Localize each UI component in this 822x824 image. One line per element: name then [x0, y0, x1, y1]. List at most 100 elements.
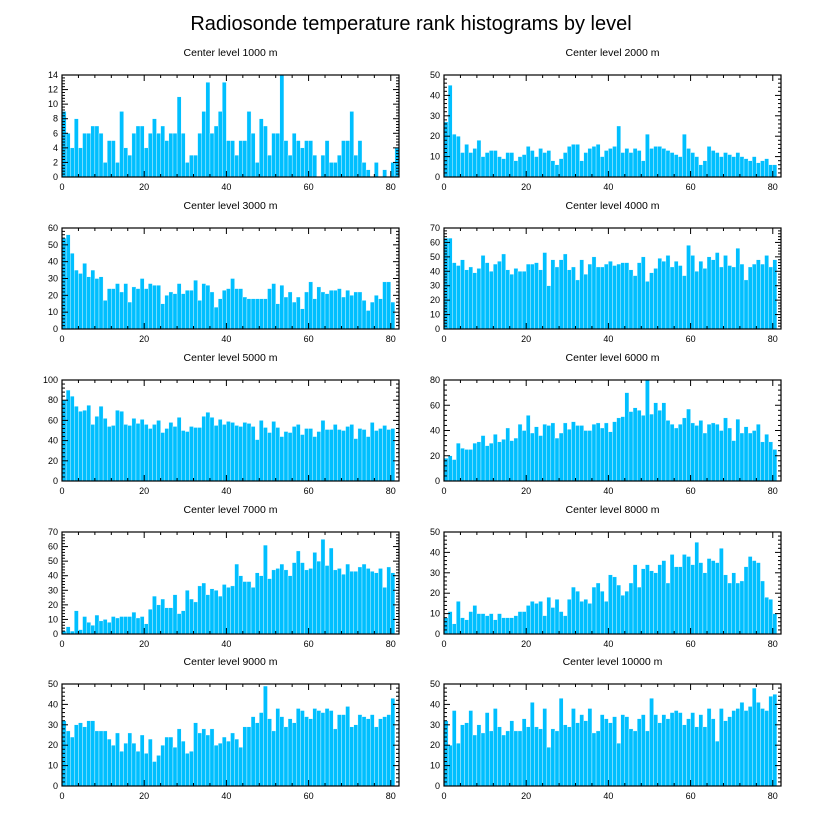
histogram-bar [694, 425, 699, 482]
histogram-bar [702, 432, 708, 482]
histogram-bar [287, 291, 293, 330]
histogram-bar [657, 146, 662, 178]
histogram-bar [669, 266, 675, 330]
histogram-bar [148, 133, 153, 178]
histogram-bar [181, 740, 186, 787]
histogram-bar [70, 395, 75, 482]
histogram-bar [308, 428, 313, 482]
histogram-bar [144, 623, 149, 635]
histogram-bar [238, 426, 244, 482]
histogram-bar [628, 269, 634, 330]
histogram-bar [300, 434, 305, 482]
histogram-bar [575, 722, 580, 787]
histogram-bar [213, 590, 219, 635]
histogram-bar [747, 266, 753, 330]
histogram-bar [530, 702, 535, 787]
histogram-bar [193, 280, 198, 330]
x-tick-label: 60 [304, 334, 314, 344]
histogram-bar [710, 150, 716, 178]
y-tick-label: 30 [48, 720, 58, 730]
y-tick-label: 6 [53, 128, 58, 138]
histogram-bar [70, 147, 75, 178]
histogram-bar [168, 133, 174, 178]
histogram-bar [768, 266, 773, 330]
histogram-bar [127, 425, 133, 482]
histogram-bar [74, 406, 79, 482]
histogram-bar [349, 726, 354, 787]
x-tick-label: 80 [386, 639, 396, 649]
histogram-bar [287, 154, 293, 178]
histogram-bar [673, 261, 679, 330]
histogram-bar [612, 716, 617, 787]
x-tick-label: 20 [139, 639, 149, 649]
histogram-bar [550, 160, 556, 178]
histogram-bar [583, 720, 589, 787]
histogram-bar [497, 261, 502, 330]
panel-title: Center level 6000 m [566, 352, 660, 364]
histogram-bar [563, 724, 568, 787]
histogram-bar [706, 256, 712, 330]
histogram-bar [653, 402, 658, 482]
histogram-bar [217, 298, 223, 330]
histogram-bar [226, 587, 231, 635]
histogram-bar [279, 436, 285, 482]
histogram-bar [456, 601, 461, 635]
y-tick-label: 30 [430, 720, 440, 730]
histogram-bar [168, 607, 174, 635]
histogram-bar [480, 732, 486, 787]
histogram-bar [583, 273, 589, 330]
histogram-bar [472, 734, 478, 787]
histogram-bar [608, 574, 613, 635]
histogram-bar [337, 568, 342, 635]
histogram-bar [550, 607, 556, 635]
histogram-bar [316, 710, 322, 787]
histogram-bar [645, 281, 650, 330]
histogram-bar [168, 736, 174, 787]
histogram-bar [156, 285, 161, 330]
histogram-bar [115, 732, 120, 787]
histogram-bar [710, 560, 716, 635]
histogram-bar [739, 263, 745, 330]
histogram-bar [386, 281, 391, 330]
histogram-bar [345, 706, 350, 787]
histogram-bar [682, 133, 687, 178]
histogram-bar [242, 140, 248, 178]
histogram-bar [743, 426, 749, 482]
histogram-bar [353, 571, 359, 635]
histogram-bar [591, 732, 597, 787]
histogram-bar [563, 253, 568, 330]
histogram-bar [254, 722, 260, 787]
histogram-bar [263, 298, 268, 330]
x-tick-label: 0 [59, 791, 64, 801]
histogram-bar [632, 407, 638, 482]
histogram-bar [135, 423, 141, 482]
histogram-bar [361, 429, 367, 482]
histogram-bar [148, 609, 153, 635]
x-tick-label: 80 [768, 486, 778, 496]
histogram-bar [513, 160, 519, 178]
histogram-bar [649, 272, 654, 330]
histogram-bar [558, 698, 564, 787]
histogram-bar [723, 720, 728, 787]
histogram-bar [86, 622, 91, 635]
histogram-bar [209, 417, 215, 482]
histogram-bar [115, 410, 120, 482]
histogram-bar [341, 714, 346, 787]
histogram-bar [579, 714, 584, 787]
histogram-bar [205, 82, 211, 178]
histogram-bar [587, 148, 593, 178]
histogram-bar [616, 263, 621, 330]
histogram-bar [308, 281, 313, 330]
histogram-bar [558, 259, 564, 330]
x-tick-label: 0 [441, 334, 446, 344]
histogram-bar [710, 718, 716, 787]
histogram-bar [624, 262, 630, 330]
histogram-bar [772, 613, 778, 635]
histogram-bar [706, 146, 712, 178]
histogram-bar [534, 262, 539, 330]
x-tick-label: 0 [441, 486, 446, 496]
y-tick-label: 20 [48, 290, 58, 300]
y-tick-label: 40 [48, 699, 58, 709]
histogram-bar [98, 620, 104, 635]
histogram-bar [152, 285, 157, 330]
